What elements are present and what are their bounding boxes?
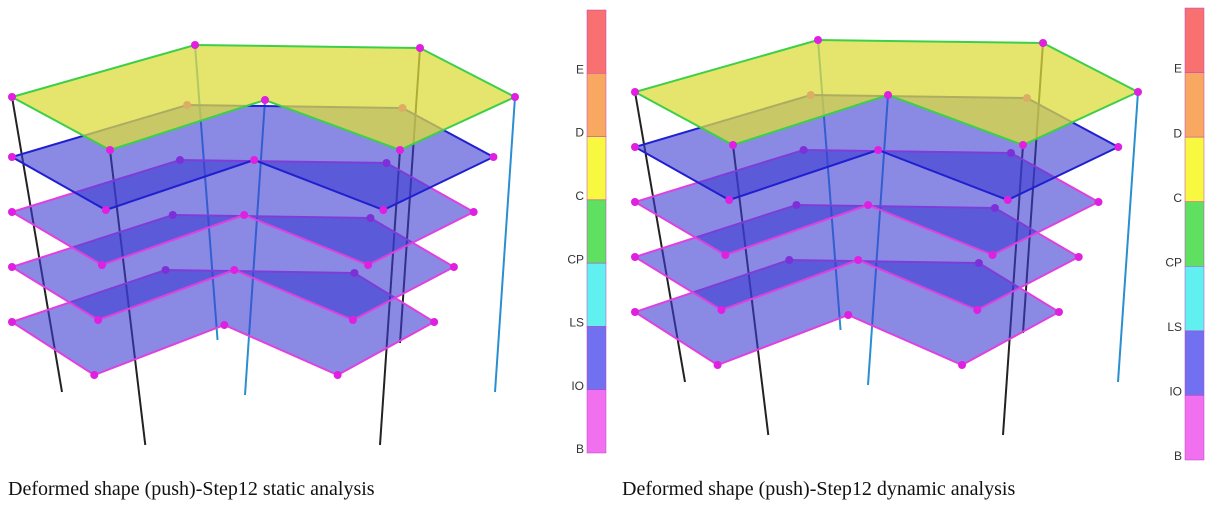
hinge bbox=[721, 251, 729, 259]
caption: Deformed shape (push)-Step12 static anal… bbox=[8, 478, 375, 501]
legend-label: LS bbox=[569, 316, 584, 330]
hinge bbox=[511, 93, 519, 101]
hinge bbox=[1114, 143, 1122, 151]
legend-label: LS bbox=[1167, 320, 1182, 334]
legend-swatch bbox=[587, 200, 606, 263]
hinge bbox=[396, 146, 404, 154]
hinge bbox=[334, 371, 342, 379]
hinge bbox=[1055, 308, 1063, 316]
legend-label: D bbox=[575, 126, 584, 140]
legend-label: IO bbox=[571, 379, 584, 393]
legend-label: E bbox=[1174, 62, 1182, 76]
legend-label: C bbox=[575, 189, 584, 203]
hinge bbox=[230, 266, 238, 274]
hinge bbox=[470, 208, 478, 216]
hinge bbox=[631, 198, 639, 206]
hinge bbox=[191, 41, 199, 49]
hinge bbox=[94, 316, 102, 324]
hinge bbox=[102, 206, 110, 214]
column bbox=[1118, 92, 1138, 382]
hinge bbox=[8, 318, 16, 326]
legend-swatch bbox=[587, 10, 606, 73]
hinge bbox=[220, 321, 228, 329]
hinge bbox=[854, 256, 862, 264]
legend-swatch bbox=[587, 390, 606, 453]
legend-label: D bbox=[1173, 126, 1182, 140]
hinge bbox=[98, 261, 106, 269]
hinge bbox=[106, 146, 114, 154]
legend-label: E bbox=[576, 62, 584, 76]
column bbox=[495, 97, 515, 392]
hinge bbox=[349, 316, 357, 324]
hinge bbox=[714, 361, 722, 369]
legend-label: B bbox=[1174, 449, 1182, 463]
legend-label: CP bbox=[1165, 255, 1182, 269]
hinge bbox=[261, 96, 269, 104]
hinge bbox=[1094, 198, 1102, 206]
hinge bbox=[631, 143, 639, 151]
hinge bbox=[973, 306, 981, 314]
hinge bbox=[844, 311, 852, 319]
hinge bbox=[1075, 253, 1083, 261]
hinge bbox=[8, 93, 16, 101]
legend-swatch bbox=[587, 263, 606, 326]
hinge bbox=[450, 263, 458, 271]
hinge bbox=[864, 201, 872, 209]
hinge bbox=[631, 253, 639, 261]
hinge bbox=[814, 36, 822, 44]
hinge bbox=[1004, 196, 1012, 204]
hinge bbox=[989, 251, 997, 259]
legend-swatch bbox=[587, 73, 606, 136]
hinge bbox=[1039, 39, 1047, 47]
hinge bbox=[874, 146, 882, 154]
caption: Deformed shape (push)-Step12 dynamic ana… bbox=[622, 478, 1015, 501]
figure: E D C CP LS IO B E D C CP LS IO B Deformed shape (pus… bbox=[0, 0, 1205, 508]
hinge bbox=[717, 306, 725, 314]
hinge bbox=[240, 211, 248, 219]
hinge bbox=[631, 308, 639, 316]
hinge bbox=[729, 141, 737, 149]
legend-swatch bbox=[587, 326, 606, 389]
legend-label: B bbox=[576, 442, 584, 456]
legend-swatch bbox=[1185, 137, 1204, 202]
legend-label: C bbox=[1173, 191, 1182, 205]
legend-swatch bbox=[1185, 331, 1204, 396]
hinge bbox=[1134, 88, 1142, 96]
legend-swatch bbox=[1185, 202, 1204, 267]
hinge bbox=[379, 206, 387, 214]
legend-label: CP bbox=[567, 252, 584, 266]
figure-art: E D C CP LS IO B E D C CP LS IO B bbox=[0, 0, 1205, 470]
hinge bbox=[364, 261, 372, 269]
legend-label: IO bbox=[1169, 385, 1182, 399]
hinge bbox=[631, 88, 639, 96]
hinge bbox=[1019, 141, 1027, 149]
legend-swatch bbox=[1185, 266, 1204, 331]
hinge bbox=[250, 156, 258, 164]
hinge bbox=[8, 263, 16, 271]
hinge bbox=[725, 196, 733, 204]
legend-swatch bbox=[1185, 73, 1204, 138]
hinge bbox=[8, 153, 16, 161]
hinge bbox=[430, 318, 438, 326]
hinge bbox=[8, 208, 16, 216]
legend-swatch bbox=[1185, 8, 1204, 73]
legend-swatch bbox=[587, 137, 606, 200]
hinge bbox=[958, 361, 966, 369]
hinge bbox=[489, 153, 497, 161]
hinge bbox=[884, 91, 892, 99]
legend-swatch bbox=[1185, 395, 1204, 460]
hinge bbox=[90, 371, 98, 379]
hinge bbox=[416, 44, 424, 52]
